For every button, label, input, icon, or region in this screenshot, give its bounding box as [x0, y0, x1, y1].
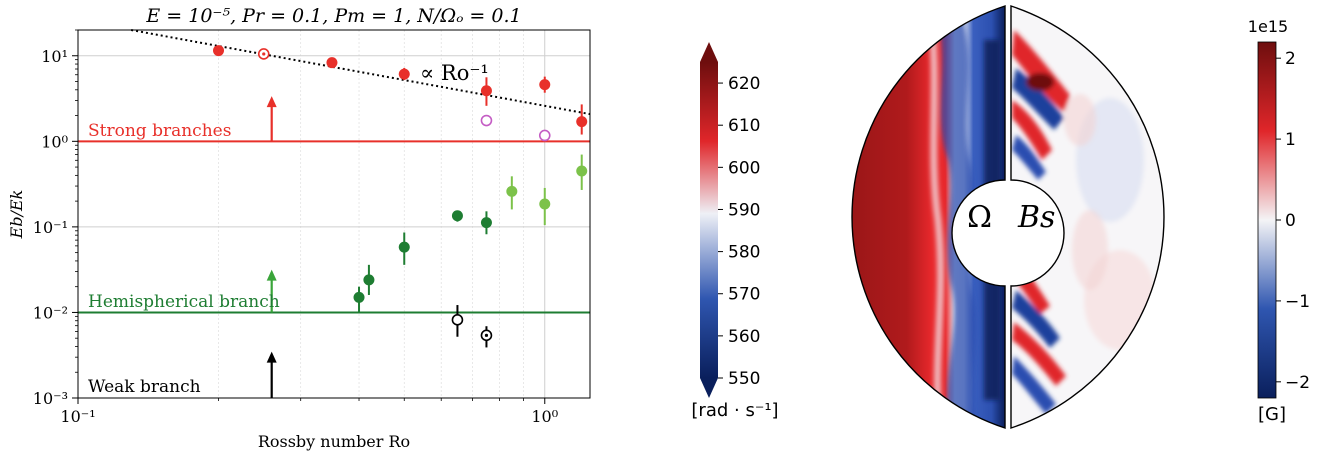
branch-arrow-head — [266, 269, 277, 281]
bs-colorbar-scale: 1e15 — [1248, 17, 1288, 36]
plot-frame — [77, 29, 591, 399]
data-point — [398, 68, 410, 80]
data-point — [539, 198, 551, 210]
y-tick-label: 10⁻² — [33, 303, 68, 322]
data-point-center — [484, 333, 489, 337]
omega-colorbar: 550 560 570 580 590 600 610 620 [rad · s⁻¹] — [691, 42, 779, 421]
omega-tick-label: 580 — [728, 243, 760, 263]
scatter-chart: 10⁻³ 10⁻² 10⁻¹ 10⁰ 10¹ 10⁻¹ 10⁰ E = 10⁻⁵, Pr =… — [7, 5, 591, 451]
fit-line-label: ∝ Ro⁻¹ — [420, 61, 489, 85]
strong-branch-label: Strong branches — [88, 121, 231, 141]
data-point — [539, 79, 551, 91]
y-axis-label: Eb/Ek — [7, 190, 26, 240]
omega-half-outline — [851, 5, 1006, 429]
data-point-center — [262, 52, 266, 56]
x-tick-label: 10⁻¹ — [60, 407, 95, 426]
bs-colorbar: −2 −1 0 1 2 1e15 [G] — [1248, 17, 1310, 425]
branch-arrows — [266, 96, 277, 398]
data-point — [576, 116, 588, 128]
x-tick-label: 10⁰ — [531, 407, 558, 426]
bs-tick-label: 1 — [1285, 130, 1296, 150]
y-tick-label: 10⁻¹ — [33, 218, 68, 237]
chart-title: E = 10⁻⁵, Pr = 0.1, Pm = 1, N/Ωₒ = 0.1 — [145, 5, 521, 27]
bs-half-outline — [1010, 5, 1165, 429]
omega-colorbar-ticks: 550 560 570 580 590 600 610 620 — [718, 74, 760, 389]
data-point — [538, 129, 551, 142]
omega-tick-label: 610 — [728, 116, 760, 136]
omega-symbol-label: Ω — [967, 200, 992, 235]
omega-tick-label: 600 — [728, 158, 760, 178]
omega-tick-label: 560 — [728, 327, 760, 347]
bs-colorbar-unit: [G] — [1258, 404, 1286, 425]
omega-tick-label: 590 — [728, 200, 760, 220]
bs-colorbar-gradient — [1257, 41, 1277, 399]
branch-arrow-head — [266, 351, 277, 363]
bs-tick-label: 2 — [1285, 49, 1296, 69]
bs-tick-label: −2 — [1285, 373, 1310, 393]
data-point — [326, 57, 338, 69]
ticks: 10⁻³ 10⁻² 10⁻¹ 10⁰ 10¹ 10⁻¹ 10⁰ — [33, 29, 558, 426]
y-tick-label: 10⁰ — [41, 132, 68, 151]
data-points — [213, 45, 588, 348]
y-tick-label: 10¹ — [41, 47, 68, 66]
omega-colorbar-unit: [rad · s⁻¹] — [691, 400, 778, 421]
data-point — [480, 114, 493, 127]
data-point — [576, 165, 588, 177]
branch-arrow-head — [266, 96, 277, 108]
data-point — [363, 274, 375, 286]
omega-colorbar-gradient — [700, 62, 718, 378]
omega-tick-label: 550 — [728, 369, 760, 389]
y-tick-label: 10⁻³ — [33, 389, 68, 408]
bs-tick-label: 0 — [1285, 211, 1296, 231]
data-point — [480, 85, 492, 97]
bs-symbol-label: Bs — [1017, 200, 1055, 235]
meridional-maps: 550 560 570 580 590 600 610 620 [rad · s⁻¹] — [691, 5, 1310, 429]
hemispherical-branch-label: Hemispherical branch — [88, 292, 280, 312]
omega-colorbar-bottom-cap — [700, 378, 718, 398]
bs-colorbar-ticks: −2 −1 0 1 2 — [1276, 49, 1310, 393]
plot-area — [78, 30, 590, 398]
data-point — [451, 210, 463, 222]
data-point — [213, 45, 225, 57]
omega-tick-label: 620 — [728, 74, 760, 94]
omega-colorbar-top-cap — [700, 42, 718, 62]
weak-branch-label: Weak branch — [88, 377, 201, 397]
data-point — [480, 217, 492, 229]
bs-tick-label: −1 — [1285, 292, 1310, 312]
data-point — [398, 241, 410, 253]
data-point — [353, 291, 365, 303]
omega-tick-label: 570 — [728, 285, 760, 305]
data-point — [451, 314, 464, 326]
data-point — [506, 185, 518, 197]
x-axis-label: Rossby number Ro — [258, 432, 410, 451]
branch-lines — [78, 140, 590, 314]
